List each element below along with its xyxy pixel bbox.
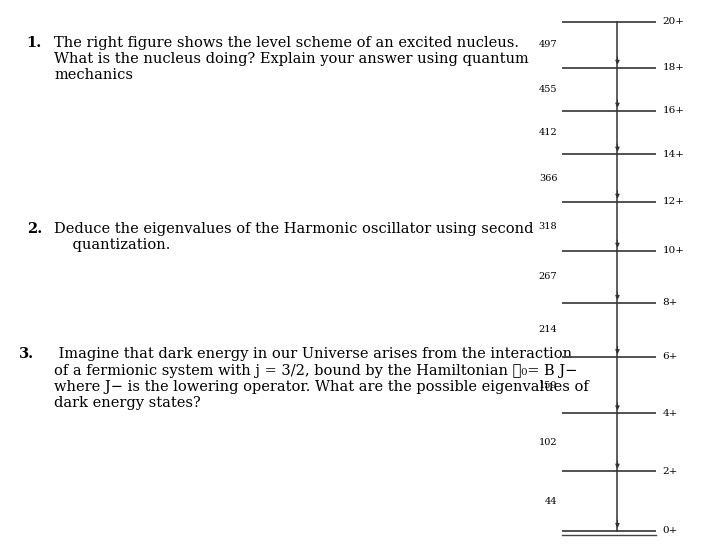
Text: 20+: 20+ [663,17,685,26]
Text: Imagine that dark energy in our Universe arises from the interaction
of a fermio: Imagine that dark energy in our Universe… [54,347,589,410]
Text: 412: 412 [539,128,558,137]
Text: 12+: 12+ [663,197,685,206]
Text: 10+: 10+ [663,246,685,255]
Text: 3.: 3. [20,347,35,362]
Text: 18+: 18+ [663,63,685,72]
Text: 2+: 2+ [663,467,678,476]
Text: 455: 455 [539,85,558,94]
Text: 16+: 16+ [663,106,685,115]
Text: 44: 44 [544,497,558,505]
Text: 318: 318 [539,222,558,231]
Text: 0+: 0+ [663,526,678,536]
Text: 14+: 14+ [663,150,685,159]
Text: 267: 267 [539,272,558,281]
Text: 366: 366 [539,173,558,183]
Text: 6+: 6+ [663,352,678,362]
Text: 102: 102 [539,438,558,447]
Text: Deduce the eigenvalues of the Harmonic oscillator using second
    quantization.: Deduce the eigenvalues of the Harmonic o… [54,222,534,252]
Text: 2.: 2. [27,222,42,236]
Text: 4+: 4+ [663,409,678,418]
Text: 214: 214 [539,325,558,334]
Text: 497: 497 [539,40,558,49]
Text: 1.: 1. [27,36,42,50]
Text: The right figure shows the level scheme of an excited nucleus.
What is the nucle: The right figure shows the level scheme … [54,36,529,82]
Text: 8+: 8+ [663,298,678,307]
Text: 159: 159 [539,381,558,389]
